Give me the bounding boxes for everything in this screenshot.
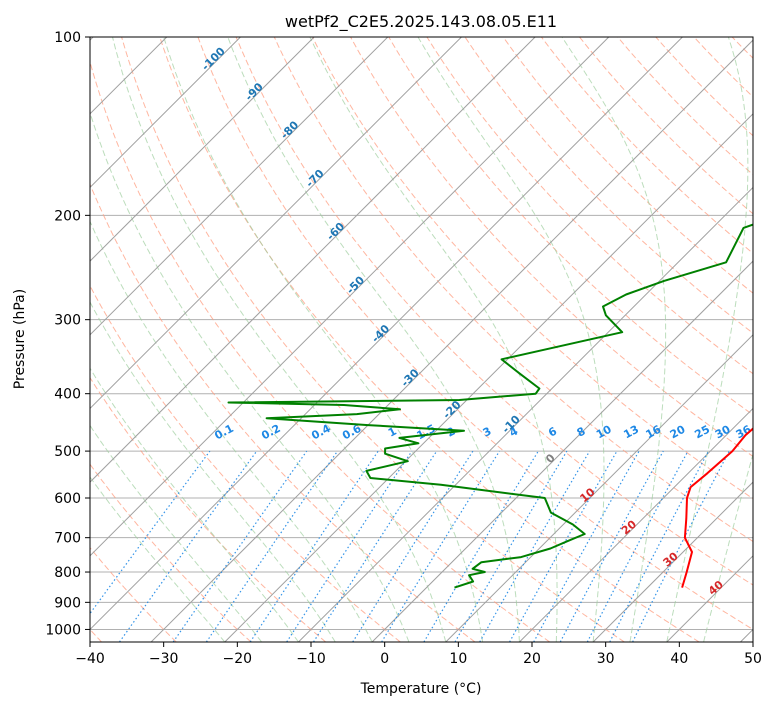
- mixing-ratio-line: [312, 450, 438, 642]
- mixing-ratio-line: [286, 450, 413, 642]
- mixing-ratio-line: [509, 450, 618, 642]
- isotherm-line: [445, 334, 753, 642]
- mixing-ratio-label: 25: [692, 423, 712, 442]
- isotherm-line: [298, 186, 753, 642]
- isotherm-line: [592, 481, 753, 642]
- y-tick-label: 400: [54, 387, 81, 403]
- dry-adiabat-line: [90, 546, 177, 642]
- x-tick-label: −40: [75, 651, 105, 667]
- x-axis: −40 −30 −20 −10 0 10 20 30 40 50: [75, 642, 762, 667]
- isotherm-line: [90, 37, 315, 262]
- moist-adiabat-line: [417, 37, 605, 642]
- temperature-line: [681, 427, 753, 588]
- y-tick-label: 200: [54, 208, 81, 224]
- mixing-ratio-label: 30: [713, 423, 733, 442]
- x-tick-label: 40: [670, 651, 688, 667]
- x-tick-label: 50: [744, 651, 762, 667]
- plot-area: [90, 37, 753, 642]
- mixing-ratio-line: [90, 450, 211, 615]
- x-axis-label: Temperature (°C): [360, 681, 482, 697]
- dry-adiabat-line: [121, 37, 625, 642]
- dry-adiabat-line: [770, 37, 775, 642]
- background-lines: [90, 37, 775, 642]
- plot-frame: [89, 36, 754, 643]
- x-tick-label: 0: [380, 651, 389, 667]
- y-tick-label: 1000: [45, 622, 81, 638]
- x-tick-label: −20: [223, 651, 253, 667]
- mixing-ratio-line: [381, 450, 501, 642]
- x-tick-label: −10: [296, 651, 326, 667]
- mixing-ratio-line: [352, 450, 474, 642]
- y-tick-label: 700: [54, 531, 81, 547]
- dry-adiabat-line: [197, 37, 753, 630]
- mixing-ratio-label: 13: [621, 423, 641, 442]
- y-tick-label: 600: [54, 491, 81, 507]
- mixing-ratio-line: [205, 450, 338, 642]
- dry-adiabat-line: [90, 463, 252, 642]
- isotherm-line: [90, 37, 683, 631]
- dewpoint-line: [227, 223, 753, 589]
- x-tick-label: 20: [523, 651, 541, 667]
- dry-adiabat-line: [502, 37, 753, 294]
- mixing-ratio-line: [119, 450, 258, 642]
- y-tick-label: 500: [54, 444, 81, 460]
- x-tick-label: 10: [449, 651, 467, 667]
- x-tick-label: 30: [597, 651, 615, 667]
- isotherm-line: [90, 37, 610, 557]
- moist-adiabat-line: [90, 367, 299, 642]
- moist-adiabat-line: [112, 37, 447, 642]
- mixing-ratio-line: [172, 450, 308, 642]
- isotherm-line: [371, 260, 753, 642]
- moist-adiabat-line: [309, 37, 558, 642]
- y-tick-label: 800: [54, 565, 81, 581]
- moist-adiabat-line: [227, 37, 520, 642]
- y-tick-label: 100: [54, 30, 81, 46]
- mixing-ratio-label: 10: [594, 423, 614, 442]
- moist-adiabat-line: [90, 424, 263, 642]
- moist-adiabat-line: [90, 111, 410, 642]
- chart-title: wetPf2_C2E5.2025.143.08.05.E11: [285, 12, 557, 32]
- moist-adiabat-line: [90, 301, 336, 642]
- dry-adiabat-line: [426, 37, 753, 375]
- y-tick-label: 300: [54, 313, 81, 329]
- isotherm-line: [519, 407, 753, 642]
- dry-adiabat-line: [90, 60, 551, 642]
- mixing-ratio-line: [632, 450, 730, 642]
- mixing-ratio-line: [559, 450, 664, 642]
- y-axis-label: Pressure (hPa): [12, 289, 28, 389]
- moist-adiabat-line: [90, 220, 373, 642]
- x-tick-label: −30: [149, 651, 179, 667]
- isotherm-line: [224, 113, 753, 642]
- series-layer: [227, 223, 753, 589]
- mixing-ratio-line: [249, 450, 379, 642]
- isotherm-line: [90, 37, 389, 336]
- mixing-ratio-label: 36: [734, 423, 754, 442]
- mixing-ratio-line: [533, 450, 640, 642]
- moist-adiabat-line: [666, 37, 749, 642]
- isotherm-line: [90, 37, 462, 410]
- isotherm-line: [90, 37, 241, 189]
- isotherm-line: [90, 37, 536, 483]
- mixing-ratio-label: 20: [668, 423, 688, 442]
- y-tick-label: 900: [54, 595, 81, 611]
- dry-adiabat-line: [90, 183, 476, 642]
- moist-adiabat-line: [90, 476, 226, 642]
- dry-adiabat-line: [90, 376, 327, 642]
- moist-adiabat-line: [163, 37, 484, 642]
- dry-adiabat-line: [235, 37, 753, 586]
- isotherm-line: [150, 39, 753, 642]
- dry-adiabat-line: [388, 37, 753, 416]
- mixing-ratio-label: 16: [644, 423, 664, 442]
- y-axis: 100 200 300 400 500 600 700 800 900 1000: [45, 30, 90, 638]
